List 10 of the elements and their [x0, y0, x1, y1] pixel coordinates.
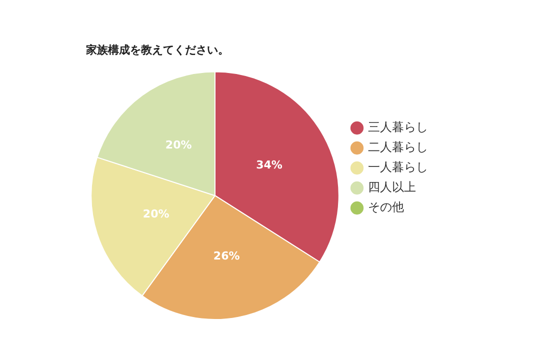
data-label: 20% [142, 208, 170, 221]
data-label: 34% [256, 158, 282, 172]
legend-label: 四人以上 [368, 180, 416, 194]
data-label: 20% [165, 138, 192, 152]
legend-label: 一人暮らし [368, 160, 428, 174]
data-label: 26% [213, 249, 240, 262]
chart-title: 家族構成を教えてください。 [85, 43, 229, 56]
legend-label: 三人暮らし [368, 120, 428, 134]
legend-label: 二人暮らし [368, 140, 428, 154]
legend-label: その他 [368, 200, 404, 214]
